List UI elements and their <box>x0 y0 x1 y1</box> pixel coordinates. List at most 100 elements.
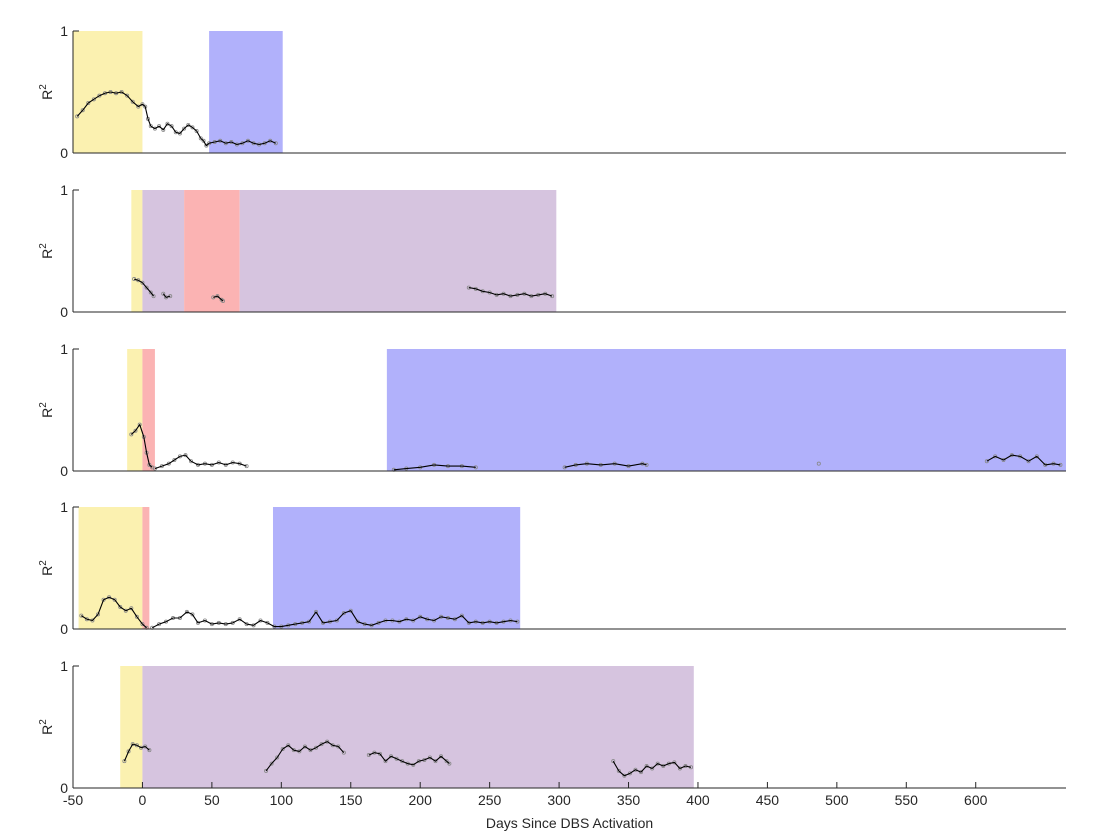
y-axis-title: R2 <box>38 719 55 735</box>
data-point <box>447 761 452 766</box>
series-line <box>564 463 647 468</box>
data-point <box>389 754 394 759</box>
data-point <box>126 749 131 754</box>
data-point <box>95 612 100 617</box>
data-point <box>140 280 145 285</box>
x-tick-label: 450 <box>756 792 780 808</box>
series-line <box>123 743 150 762</box>
x-tick-label: 300 <box>547 792 571 808</box>
data-point <box>302 744 307 749</box>
y-axis-title: R2 <box>38 243 55 259</box>
data-point <box>1034 454 1039 459</box>
y-tick-label: 0 <box>60 145 68 161</box>
data-point <box>112 597 117 602</box>
data-point <box>161 127 166 132</box>
data-point <box>220 299 225 304</box>
data-point <box>341 611 346 616</box>
data-point <box>157 124 162 129</box>
data-point <box>189 459 194 464</box>
data-point <box>633 767 638 772</box>
y-tick-label: 1 <box>60 341 68 357</box>
data-point <box>268 138 273 143</box>
panel-1: 0 1 R2 <box>38 23 1066 161</box>
data-point <box>216 460 221 465</box>
x-tick-label: 150 <box>339 792 363 808</box>
x-tick-label: 400 <box>686 792 710 808</box>
x-tick-label: 100 <box>270 792 294 808</box>
x-tick-label: 350 <box>617 792 641 808</box>
data-point <box>394 756 399 761</box>
shaded-region-purple <box>142 666 694 788</box>
data-point <box>130 99 135 104</box>
x-tick-label: -50 <box>63 792 83 808</box>
series-line <box>265 741 345 772</box>
shaded-region-blue <box>386 349 1066 471</box>
series-line <box>986 454 1061 466</box>
y-axis-title: R2 <box>38 402 55 418</box>
x-tick-label: 250 <box>478 792 502 808</box>
data-point <box>644 764 649 769</box>
series-line <box>393 464 476 471</box>
data-point <box>79 613 84 618</box>
series-line <box>76 91 277 147</box>
data-point <box>140 622 145 627</box>
data-point <box>341 750 346 755</box>
data-point <box>172 458 177 463</box>
panel-2: 0 1 R2 <box>38 182 1066 320</box>
data-point <box>91 97 96 102</box>
data-point <box>280 746 285 751</box>
data-point <box>237 617 242 622</box>
shaded-region-red <box>142 349 155 471</box>
data-point <box>661 764 666 769</box>
data-point <box>984 459 989 464</box>
data-point <box>319 742 324 747</box>
data-point <box>186 122 191 127</box>
data-point <box>123 608 128 613</box>
series-line <box>133 278 155 297</box>
shaded-region-yellow <box>120 666 143 788</box>
y-tick-label: 0 <box>60 304 68 320</box>
data-point <box>136 104 141 109</box>
data-point <box>314 609 319 614</box>
series-line <box>130 424 153 468</box>
data-point <box>190 612 195 617</box>
data-point <box>161 291 166 296</box>
x-axis: -50 0 50 100 150 200 250 300 350 400 450 500 550 600 <box>63 782 988 808</box>
data-point <box>194 129 199 134</box>
data-point <box>137 422 142 427</box>
data-point <box>627 771 632 776</box>
data-point <box>433 759 438 764</box>
shaded-region-red <box>184 190 240 312</box>
data-point <box>258 618 263 623</box>
panel-5: 0 1 R2 <box>38 658 1066 796</box>
data-point <box>122 759 127 764</box>
data-point <box>444 759 449 764</box>
shaded-region-yellow <box>127 349 143 471</box>
shaded-region-blue <box>272 507 521 629</box>
data-point <box>107 595 112 600</box>
data-point <box>190 125 195 130</box>
data-point <box>148 290 153 295</box>
y-tick-label: 1 <box>60 182 68 198</box>
data-point <box>148 124 153 129</box>
data-point <box>816 461 821 466</box>
x-tick-label: 200 <box>409 792 433 808</box>
shaded-region-blue <box>209 31 283 153</box>
x-tick-label: 600 <box>964 792 988 808</box>
data-point <box>86 100 91 105</box>
data-point <box>366 753 371 758</box>
data-point <box>273 141 278 146</box>
shaded-region-yellow <box>131 190 143 312</box>
data-point <box>184 609 189 614</box>
data-point <box>325 739 330 744</box>
data-point <box>650 766 655 771</box>
x-tick-label: 50 <box>204 792 220 808</box>
data-point <box>133 428 138 433</box>
series-line <box>368 752 450 766</box>
data-point <box>80 108 85 113</box>
data-point <box>286 743 291 748</box>
x-tick-label: 500 <box>825 792 849 808</box>
y-axis-title: R2 <box>38 84 55 100</box>
data-point <box>129 606 134 611</box>
